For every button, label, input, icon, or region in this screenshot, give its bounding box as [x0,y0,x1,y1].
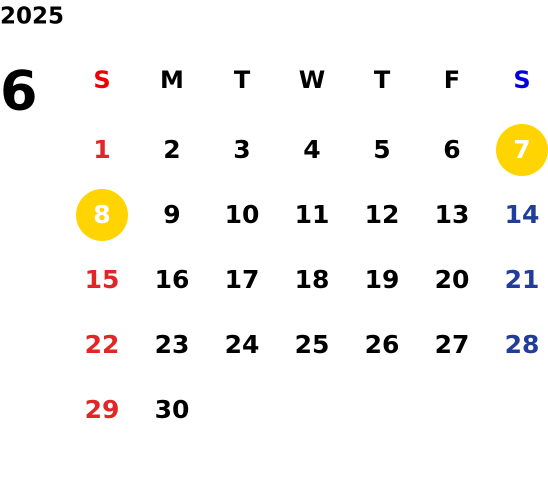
day: 29 [85,395,120,424]
day: 7 [513,135,530,164]
day: 17 [225,265,260,294]
day: 11 [295,200,330,229]
weekday-label: W [299,66,325,94]
weekday-label: F [444,66,460,94]
weekday-label: M [160,66,184,94]
day: 26 [365,330,400,359]
weekday-label: S [93,66,110,94]
day: 27 [435,330,470,359]
day: 5 [373,135,390,164]
day: 16 [155,265,190,294]
year: 2025 [0,4,64,30]
day: 9 [163,200,180,229]
month: 6 [0,60,38,123]
day: 10 [225,200,260,229]
day: 19 [365,265,400,294]
day: 18 [295,265,330,294]
day: 2 [163,135,180,164]
day: 15 [85,265,120,294]
day: 1 [93,135,110,164]
highlight-circle [76,189,128,241]
day: 28 [505,330,540,359]
day: 25 [295,330,330,359]
day: 14 [505,200,540,229]
day: 13 [435,200,470,229]
day: 24 [225,330,260,359]
day: 3 [233,135,250,164]
day: 8 [93,200,110,229]
day: 30 [155,395,190,424]
day: 4 [303,135,320,164]
day: 6 [443,135,460,164]
day: 20 [435,265,470,294]
highlight-circle [496,124,548,176]
weekday-label: T [234,66,251,94]
weekday-label: T [374,66,391,94]
day: 12 [365,200,400,229]
day: 22 [85,330,120,359]
weekday-label: S [513,66,530,94]
day: 21 [505,265,540,294]
day: 23 [155,330,190,359]
